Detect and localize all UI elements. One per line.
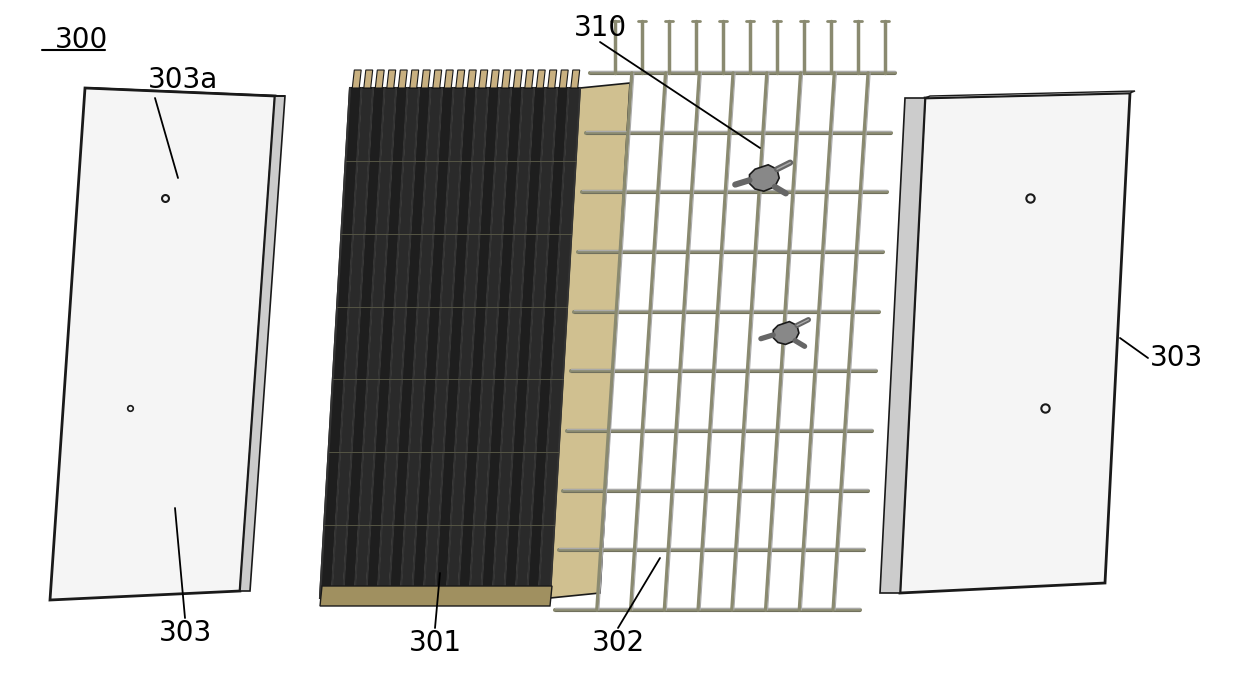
Polygon shape <box>925 91 1135 98</box>
Polygon shape <box>435 89 476 597</box>
Text: 301: 301 <box>408 629 461 657</box>
Polygon shape <box>352 70 361 88</box>
Text: 302: 302 <box>591 629 645 657</box>
Polygon shape <box>422 70 430 88</box>
Polygon shape <box>481 89 522 597</box>
Polygon shape <box>332 89 372 597</box>
Polygon shape <box>456 70 465 88</box>
Polygon shape <box>355 89 396 597</box>
Polygon shape <box>409 70 419 88</box>
Polygon shape <box>320 586 552 606</box>
Polygon shape <box>513 70 522 88</box>
Polygon shape <box>548 70 557 88</box>
Polygon shape <box>444 70 453 88</box>
Polygon shape <box>343 89 384 597</box>
Polygon shape <box>559 70 568 88</box>
Polygon shape <box>774 321 799 345</box>
Polygon shape <box>505 89 546 597</box>
Polygon shape <box>86 88 285 96</box>
Polygon shape <box>900 93 1130 593</box>
Text: 303: 303 <box>159 619 212 647</box>
Polygon shape <box>490 70 500 88</box>
Polygon shape <box>470 89 511 597</box>
Polygon shape <box>479 70 487 88</box>
Polygon shape <box>363 70 373 88</box>
Polygon shape <box>401 89 441 597</box>
Polygon shape <box>551 83 630 598</box>
Polygon shape <box>446 89 487 597</box>
Polygon shape <box>424 89 465 597</box>
Polygon shape <box>367 89 407 597</box>
Polygon shape <box>320 88 580 598</box>
Polygon shape <box>50 88 275 600</box>
Text: 300: 300 <box>55 26 108 54</box>
Polygon shape <box>570 70 579 88</box>
Text: 310: 310 <box>573 14 626 42</box>
Polygon shape <box>398 70 407 88</box>
Polygon shape <box>376 70 384 88</box>
Polygon shape <box>378 89 419 597</box>
Polygon shape <box>525 70 533 88</box>
Polygon shape <box>502 70 511 88</box>
Text: 303a: 303a <box>148 66 218 94</box>
Polygon shape <box>459 89 498 597</box>
Polygon shape <box>539 89 579 597</box>
Polygon shape <box>516 89 557 597</box>
Polygon shape <box>413 89 453 597</box>
Polygon shape <box>536 70 546 88</box>
Polygon shape <box>880 98 925 593</box>
Polygon shape <box>320 89 361 597</box>
Polygon shape <box>387 70 396 88</box>
Polygon shape <box>749 165 779 191</box>
Polygon shape <box>467 70 476 88</box>
Polygon shape <box>494 89 533 597</box>
Polygon shape <box>527 89 568 597</box>
Polygon shape <box>241 96 285 591</box>
Text: 303: 303 <box>1149 344 1203 372</box>
Polygon shape <box>389 89 430 597</box>
Polygon shape <box>433 70 441 88</box>
